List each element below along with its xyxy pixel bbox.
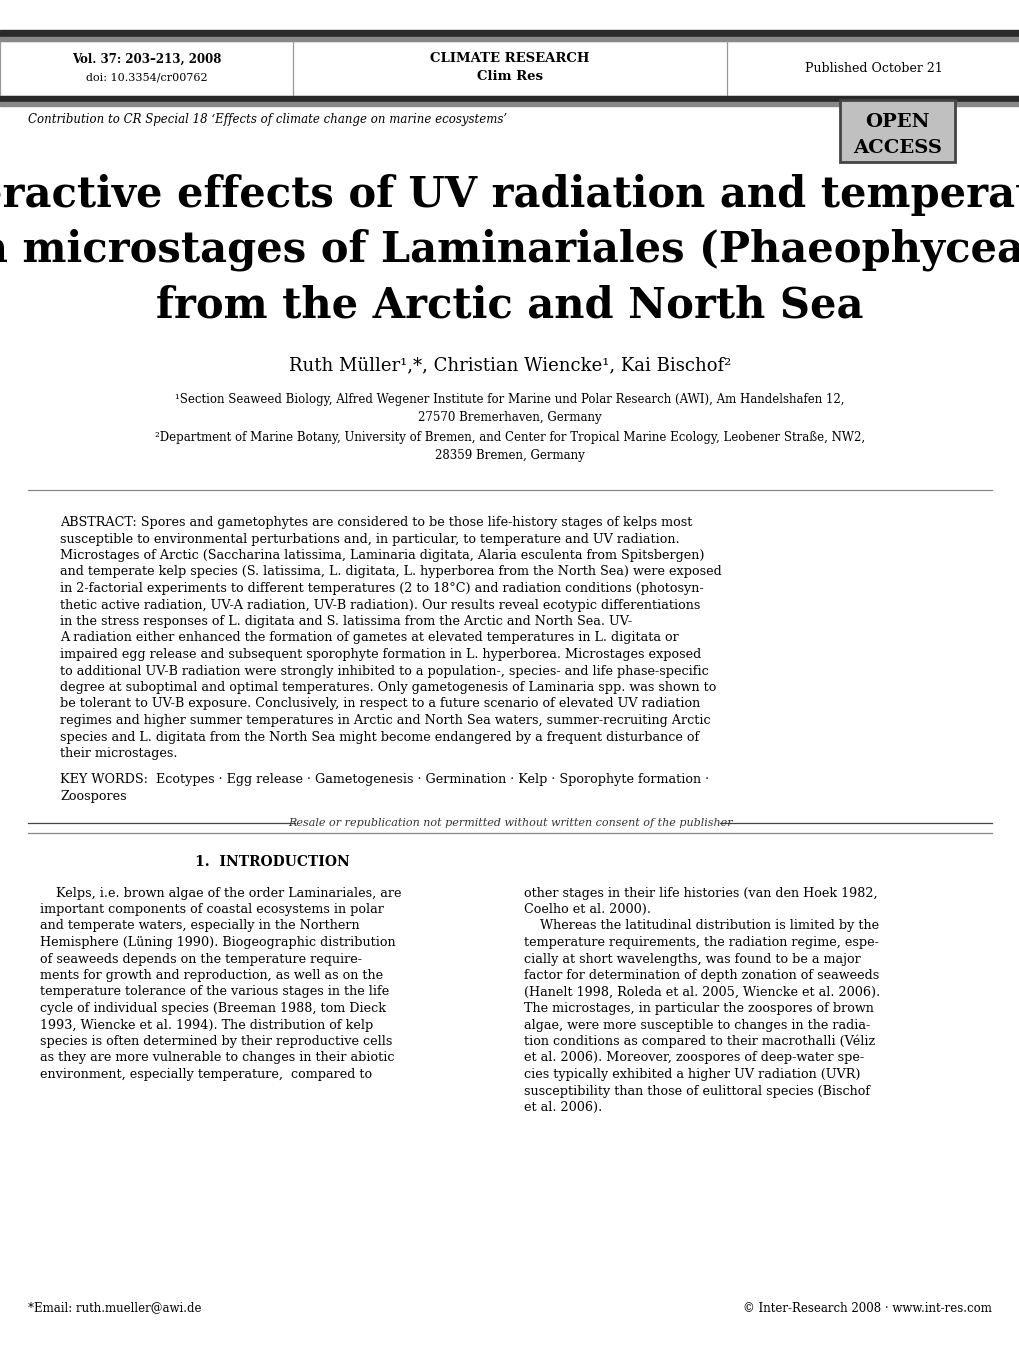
Text: Interactive effects of UV radiation and temperature: Interactive effects of UV radiation and …: [0, 174, 1019, 217]
Text: Ruth Müller¹,*, Christian Wiencke¹, Kai Bischof²: Ruth Müller¹,*, Christian Wiencke¹, Kai …: [288, 356, 731, 374]
Text: Resale or republication not permitted without written consent of the publisher: Resale or republication not permitted wi…: [287, 818, 732, 827]
Bar: [0, 95, 1019, 102]
Text: KEY WORDS:  Ecotypes · Egg release · Gametogenesis · Germination · Kelp · Sporop: KEY WORDS: Ecotypes · Egg release · Game…: [60, 773, 708, 787]
Text: doi: 10.3354/cr00762: doi: 10.3354/cr00762: [86, 73, 207, 82]
Text: Contribution to CR Special 18 ‘Effects of climate change on marine ecosystems’: Contribution to CR Special 18 ‘Effects o…: [28, 113, 506, 126]
Text: to additional UV-B radiation were strongly inhibited to a population-, species- : to additional UV-B radiation were strong…: [60, 664, 708, 678]
Text: ACCESS: ACCESS: [852, 139, 941, 157]
Text: ¹Section Seaweed Biology, Alfred Wegener Institute for Marine und Polar Research: ¹Section Seaweed Biology, Alfred Wegener…: [175, 394, 844, 406]
Text: cially at short wavelengths, was found to be a major: cially at short wavelengths, was found t…: [524, 952, 860, 966]
Bar: [840, 100, 954, 161]
Text: thetic active radiation, UV-A radiation, UV-B radiation). Our results reveal eco: thetic active radiation, UV-A radiation,…: [60, 599, 700, 612]
Text: environment, especially temperature,  compared to: environment, especially temperature, com…: [40, 1068, 372, 1081]
Text: their microstages.: their microstages.: [60, 746, 177, 760]
Text: and temperate kelp species (S. latissima, L. digitata, L. hyperborea from the No: and temperate kelp species (S. latissima…: [60, 565, 721, 578]
Text: tion conditions as compared to their macrothalli (Véliz: tion conditions as compared to their mac…: [524, 1036, 874, 1049]
Text: impaired egg release and subsequent sporophyte formation in L. hyperborea. Micro: impaired egg release and subsequent spor…: [60, 648, 701, 660]
Text: Published October 21: Published October 21: [804, 62, 942, 74]
Text: factor for determination of depth zonation of seaweeds: factor for determination of depth zonati…: [524, 968, 878, 982]
Text: *Email: ruth.mueller@awi.de: *Email: ruth.mueller@awi.de: [28, 1302, 202, 1314]
Text: Vol. 37: 203–213, 2008: Vol. 37: 203–213, 2008: [71, 52, 221, 66]
Text: temperature requirements, the radiation regime, espe-: temperature requirements, the radiation …: [524, 936, 878, 950]
Text: algae, were more susceptible to changes in the radia-: algae, were more susceptible to changes …: [524, 1018, 869, 1032]
Text: degree at suboptimal and optimal temperatures. Only gametogenesis of Laminaria s: degree at suboptimal and optimal tempera…: [60, 681, 715, 694]
Text: from the Arctic and North Sea: from the Arctic and North Sea: [156, 284, 863, 325]
Text: 1993, Wiencke et al. 1994). The distribution of kelp: 1993, Wiencke et al. 1994). The distribu…: [40, 1018, 373, 1032]
Text: Microstages of Arctic (Saccharina latissima, Laminaria digitata, Alaria esculent: Microstages of Arctic (Saccharina latiss…: [60, 549, 704, 562]
Bar: [0, 38, 1019, 40]
Text: species and L. digitata from the North Sea might become endangered by a frequent: species and L. digitata from the North S…: [60, 730, 699, 744]
Text: © Inter-Research 2008 · www.int-res.com: © Inter-Research 2008 · www.int-res.com: [743, 1302, 991, 1314]
Text: in the stress responses of L. digitata and S. latissima from the Arctic and Nort: in the stress responses of L. digitata a…: [60, 615, 632, 628]
Text: Zoospores: Zoospores: [60, 790, 126, 803]
Text: susceptible to environmental perturbations and, in particular, to temperature an: susceptible to environmental perturbatio…: [60, 533, 679, 546]
Text: OPEN: OPEN: [864, 113, 929, 130]
Text: and temperate waters, especially in the Northern: and temperate waters, especially in the …: [40, 920, 360, 932]
Text: 27570 Bremerhaven, Germany: 27570 Bremerhaven, Germany: [418, 410, 601, 424]
Bar: [0, 102, 1019, 106]
Text: The microstages, in particular the zoospores of brown: The microstages, in particular the zoosp…: [524, 1002, 873, 1015]
Text: Clim Res: Clim Res: [477, 70, 542, 83]
Text: be tolerant to UV-B exposure. Conclusively, in respect to a future scenario of e: be tolerant to UV-B exposure. Conclusive…: [60, 698, 700, 710]
Bar: [0, 30, 1019, 38]
Bar: [0, 40, 1019, 95]
Text: Hemisphere (Lüning 1990). Biogeographic distribution: Hemisphere (Lüning 1990). Biogeographic …: [40, 936, 395, 950]
Text: A radiation either enhanced the formation of gametes at elevated temperatures in: A radiation either enhanced the formatio…: [60, 632, 678, 644]
Text: as they are more vulnerable to changes in their abiotic: as they are more vulnerable to changes i…: [40, 1052, 394, 1064]
Text: regimes and higher summer temperatures in Arctic and North Sea waters, summer-re: regimes and higher summer temperatures i…: [60, 714, 710, 728]
Text: et al. 2006). Moreover, zoospores of deep-water spe-: et al. 2006). Moreover, zoospores of dee…: [524, 1052, 863, 1064]
Text: Whereas the latitudinal distribution is limited by the: Whereas the latitudinal distribution is …: [524, 920, 878, 932]
Text: ments for growth and reproduction, as well as on the: ments for growth and reproduction, as we…: [40, 968, 383, 982]
Text: cycle of individual species (Breeman 1988, tom Dieck: cycle of individual species (Breeman 198…: [40, 1002, 385, 1015]
Text: ²Department of Marine Botany, University of Bremen, and Center for Tropical Mari: ²Department of Marine Botany, University…: [155, 432, 864, 444]
Text: (Hanelt 1998, Roleda et al. 2005, Wiencke et al. 2006).: (Hanelt 1998, Roleda et al. 2005, Wienck…: [524, 986, 879, 998]
Text: cies typically exhibited a higher UV radiation (UVR): cies typically exhibited a higher UV rad…: [524, 1068, 860, 1081]
Text: et al. 2006).: et al. 2006).: [524, 1102, 601, 1114]
Text: CLIMATE RESEARCH: CLIMATE RESEARCH: [430, 51, 589, 65]
Text: on microstages of Laminariales (Phaeophyceae): on microstages of Laminariales (Phaeophy…: [0, 229, 1019, 272]
Text: in 2-factorial experiments to different temperatures (2 to 18°C) and radiation c: in 2-factorial experiments to different …: [60, 582, 703, 594]
Text: important components of coastal ecosystems in polar: important components of coastal ecosyste…: [40, 902, 383, 916]
Text: other stages in their life histories (van den Hoek 1982,: other stages in their life histories (va…: [524, 886, 876, 900]
Text: susceptibility than those of eulittoral species (Bischof: susceptibility than those of eulittoral …: [524, 1084, 869, 1098]
Text: Coelho et al. 2000).: Coelho et al. 2000).: [524, 902, 650, 916]
Text: of seaweeds depends on the temperature require-: of seaweeds depends on the temperature r…: [40, 952, 362, 966]
Text: species is often determined by their reproductive cells: species is often determined by their rep…: [40, 1036, 392, 1048]
Text: Kelps, i.e. brown algae of the order Laminariales, are: Kelps, i.e. brown algae of the order Lam…: [40, 886, 401, 900]
Text: 28359 Bremen, Germany: 28359 Bremen, Germany: [435, 448, 584, 461]
Text: 1.  INTRODUCTION: 1. INTRODUCTION: [195, 855, 350, 869]
Text: temperature tolerance of the various stages in the life: temperature tolerance of the various sta…: [40, 986, 389, 998]
Text: ABSTRACT: Spores and gametophytes are considered to be those life-history stages: ABSTRACT: Spores and gametophytes are co…: [60, 516, 692, 529]
